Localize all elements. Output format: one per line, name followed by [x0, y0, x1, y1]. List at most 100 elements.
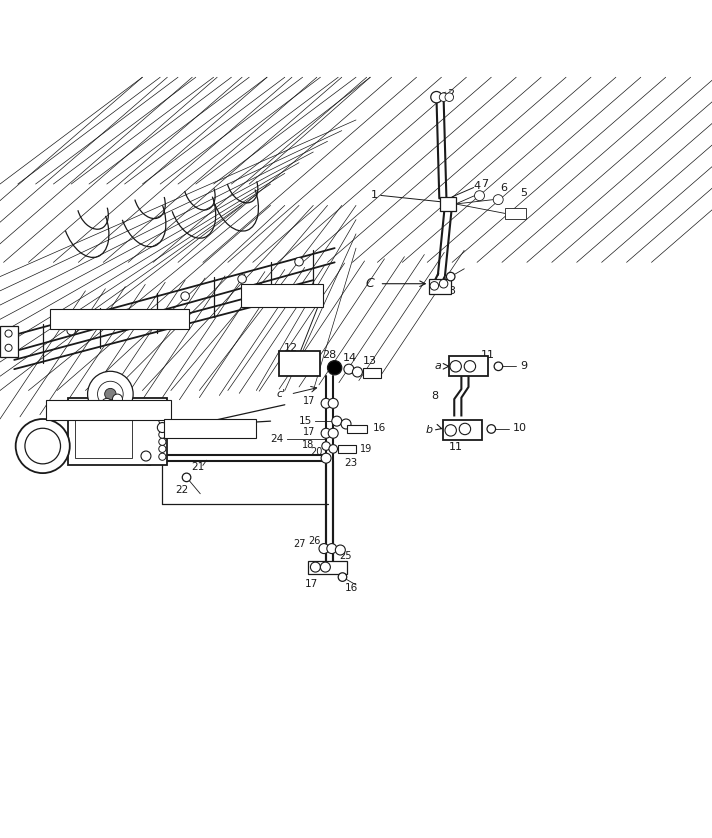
Text: 10: 10 — [513, 422, 527, 432]
Text: 17: 17 — [305, 579, 318, 589]
Text: 26: 26 — [308, 536, 320, 546]
Circle shape — [445, 93, 454, 101]
Bar — [440, 197, 456, 211]
Circle shape — [5, 330, 12, 337]
Circle shape — [494, 362, 503, 370]
Text: 24: 24 — [270, 434, 283, 444]
Text: 8: 8 — [431, 391, 438, 401]
Circle shape — [181, 292, 189, 300]
Text: 20: 20 — [310, 447, 323, 457]
Text: 19: 19 — [360, 444, 372, 454]
Circle shape — [157, 422, 167, 432]
Bar — [164, 419, 256, 437]
Text: 22: 22 — [175, 485, 188, 495]
Circle shape — [328, 428, 338, 438]
Text: 9: 9 — [520, 361, 527, 371]
Text: c': c' — [277, 389, 286, 399]
Circle shape — [439, 93, 448, 101]
Bar — [347, 425, 367, 433]
Text: 16: 16 — [345, 583, 357, 593]
Circle shape — [344, 365, 354, 374]
Text: To  Cylinder  Block: To Cylinder Block — [178, 430, 242, 436]
Circle shape — [80, 407, 90, 416]
Bar — [46, 401, 171, 421]
Text: 5: 5 — [520, 189, 527, 199]
Circle shape — [141, 451, 151, 461]
Circle shape — [238, 275, 246, 283]
Circle shape — [445, 425, 456, 436]
Circle shape — [320, 562, 330, 572]
Text: 14: 14 — [343, 354, 357, 364]
Text: 17: 17 — [303, 396, 315, 406]
Circle shape — [321, 428, 331, 438]
Bar — [241, 284, 323, 307]
Text: 11: 11 — [449, 442, 463, 453]
Circle shape — [327, 544, 337, 554]
Circle shape — [159, 431, 166, 438]
Text: フェルルインジェクションポンプ: フェルルインジェクションポンプ — [80, 403, 137, 409]
Circle shape — [124, 309, 132, 318]
Circle shape — [67, 326, 75, 335]
Circle shape — [105, 388, 116, 400]
Circle shape — [332, 416, 342, 426]
Circle shape — [112, 394, 122, 404]
Text: 18: 18 — [302, 440, 314, 450]
Circle shape — [446, 272, 455, 281]
Text: 4: 4 — [473, 181, 481, 191]
Circle shape — [98, 381, 123, 407]
Bar — [279, 351, 320, 376]
Bar — [75, 405, 132, 458]
Bar — [443, 421, 482, 440]
Text: 13: 13 — [363, 355, 377, 365]
Text: 1: 1 — [370, 190, 377, 200]
Circle shape — [159, 424, 166, 431]
Circle shape — [431, 91, 442, 103]
Text: 15: 15 — [298, 416, 312, 427]
Text: 17: 17 — [303, 427, 315, 437]
Text: See Fig. 0522: See Fig. 0522 — [256, 296, 308, 305]
Bar — [50, 308, 189, 328]
Text: 21: 21 — [192, 463, 204, 473]
Circle shape — [464, 360, 476, 372]
Text: b: b — [146, 458, 153, 468]
Circle shape — [5, 344, 12, 351]
Circle shape — [487, 425, 496, 433]
Text: a: a — [434, 361, 441, 371]
Circle shape — [352, 367, 362, 377]
Text: a: a — [150, 416, 157, 426]
Circle shape — [450, 360, 461, 372]
Text: エアーインテークマニホールド: エアーインテークマニホールド — [88, 309, 152, 318]
Circle shape — [474, 191, 484, 200]
Bar — [363, 368, 381, 378]
Circle shape — [16, 419, 70, 473]
Text: 2: 2 — [447, 89, 454, 99]
Text: C: C — [366, 277, 375, 290]
Bar — [505, 209, 526, 219]
Circle shape — [159, 445, 166, 453]
Bar — [449, 356, 488, 376]
Bar — [68, 398, 167, 465]
Text: Air  Intake  Manifold: Air Intake Manifold — [81, 316, 158, 325]
Circle shape — [159, 416, 166, 424]
Text: b: b — [426, 426, 433, 436]
Circle shape — [322, 442, 330, 450]
Circle shape — [430, 282, 439, 290]
Circle shape — [328, 360, 342, 375]
Circle shape — [88, 371, 133, 416]
Circle shape — [335, 545, 345, 555]
Text: シリンダブロックへ: シリンダブロックへ — [191, 422, 229, 429]
Circle shape — [439, 279, 448, 288]
Circle shape — [102, 398, 112, 408]
Circle shape — [321, 398, 331, 408]
Bar — [308, 561, 347, 573]
Bar — [338, 445, 356, 453]
Circle shape — [341, 419, 351, 429]
Circle shape — [338, 573, 347, 582]
Circle shape — [493, 194, 503, 204]
Bar — [0, 326, 18, 357]
Circle shape — [319, 544, 329, 554]
Circle shape — [91, 402, 101, 412]
Circle shape — [295, 257, 303, 266]
Circle shape — [182, 473, 191, 482]
Text: 25: 25 — [339, 551, 352, 561]
